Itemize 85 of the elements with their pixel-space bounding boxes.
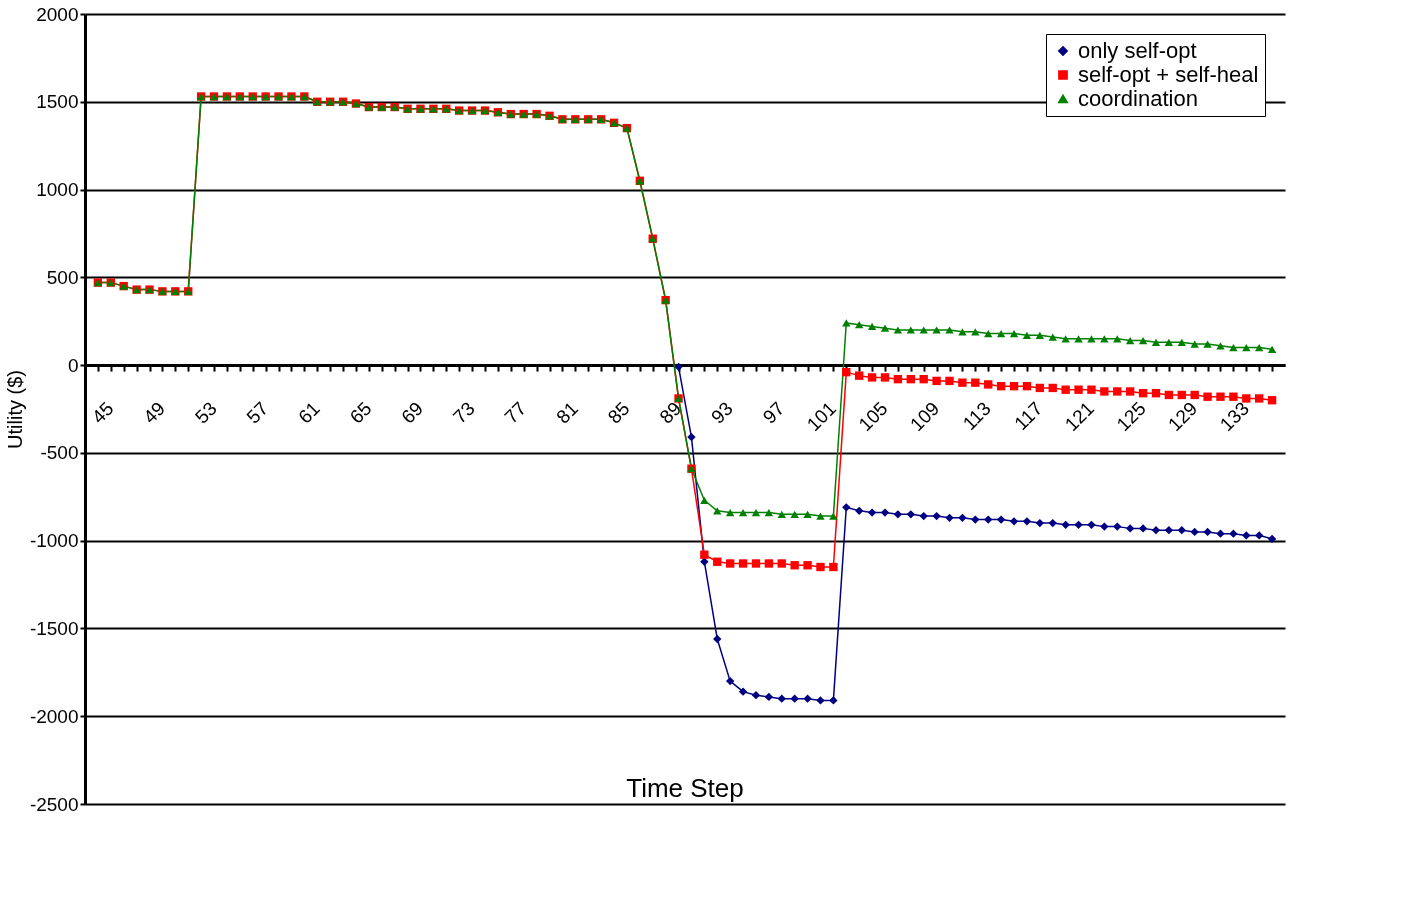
point [816,696,825,705]
point [1267,534,1277,544]
x-tick-label: 101 [802,397,841,436]
point [1009,517,1019,526]
x-tick-label: 61 [294,397,324,428]
point [777,694,786,703]
x-tick-label: 73 [448,397,479,428]
point [867,508,877,517]
point [1022,517,1032,526]
y-tick-label: -1000 [29,530,79,552]
legend-label: coordination [1078,86,1198,111]
point [1100,522,1109,531]
y-tick-label: -2500 [29,793,79,815]
point [1138,524,1148,533]
x-tick-label: 105 [854,397,892,436]
x-tick-label: 133 [1215,397,1253,436]
point [919,511,928,521]
x-tick-label: 113 [958,397,995,435]
point [1216,529,1225,538]
point [1229,529,1238,538]
point [1255,531,1264,540]
point [1087,520,1096,530]
point [1203,527,1212,537]
x-tick-label: 77 [500,397,531,428]
x-tick-label: 69 [397,397,428,428]
y-tick-label: -2000 [29,705,79,727]
point [829,696,838,705]
point [1151,525,1161,535]
point [880,508,890,517]
x-tick-label: 45 [87,397,118,428]
point [790,694,799,703]
point [687,432,696,442]
point [996,515,1006,524]
point [725,676,735,686]
point [764,692,774,702]
x-tick-label: 97 [758,397,789,428]
x-tick-label: 129 [1164,397,1202,436]
point [984,515,993,524]
y-tick-label: -1500 [29,617,79,639]
point [1048,518,1057,528]
point [958,513,967,523]
y-tick-label: 2000 [36,3,79,25]
x-tick-label: 65 [345,397,376,428]
point [674,362,683,372]
x-tick-label: 49 [139,397,170,428]
point [893,510,903,519]
x-tick-label: 85 [603,397,634,428]
point [1035,518,1045,528]
x-tick-label: 125 [1112,397,1150,436]
point [1113,522,1122,531]
point [1074,520,1083,530]
point [1125,524,1135,533]
x-tick-label: 93 [707,397,737,428]
x-tick-label: 109 [906,397,944,436]
point [713,634,722,644]
point [700,557,709,566]
point [1061,520,1070,530]
x-tick-label: 53 [190,397,221,428]
x-axis-title: Time Step [626,773,744,803]
y-tick-label: 0 [67,354,79,376]
point [738,687,748,696]
point [803,694,812,703]
point [855,506,864,516]
point [932,511,941,521]
point [945,513,954,523]
x-tick-label: 121 [1060,397,1099,436]
y-tick-label: -500 [40,442,79,464]
point [1242,531,1251,540]
point [842,503,851,512]
point [906,510,915,519]
legend-label: self-opt + self-heal [1078,62,1259,87]
x-tick-label: 89 [655,397,686,428]
x-tick-label: 57 [242,397,273,428]
point [751,690,761,700]
point [1177,525,1186,535]
y-tick-label: 500 [46,266,79,288]
y-tick-label: 1000 [36,179,79,201]
point [1190,527,1199,537]
y-axis-title: Utility ($) [3,370,26,449]
x-tick-label: 81 [552,397,582,428]
point [1164,525,1174,535]
x-tick-label: 117 [1010,397,1047,435]
y-tick-label: 1500 [36,91,79,113]
legend-label: only self-opt [1078,38,1197,63]
point [971,515,980,524]
